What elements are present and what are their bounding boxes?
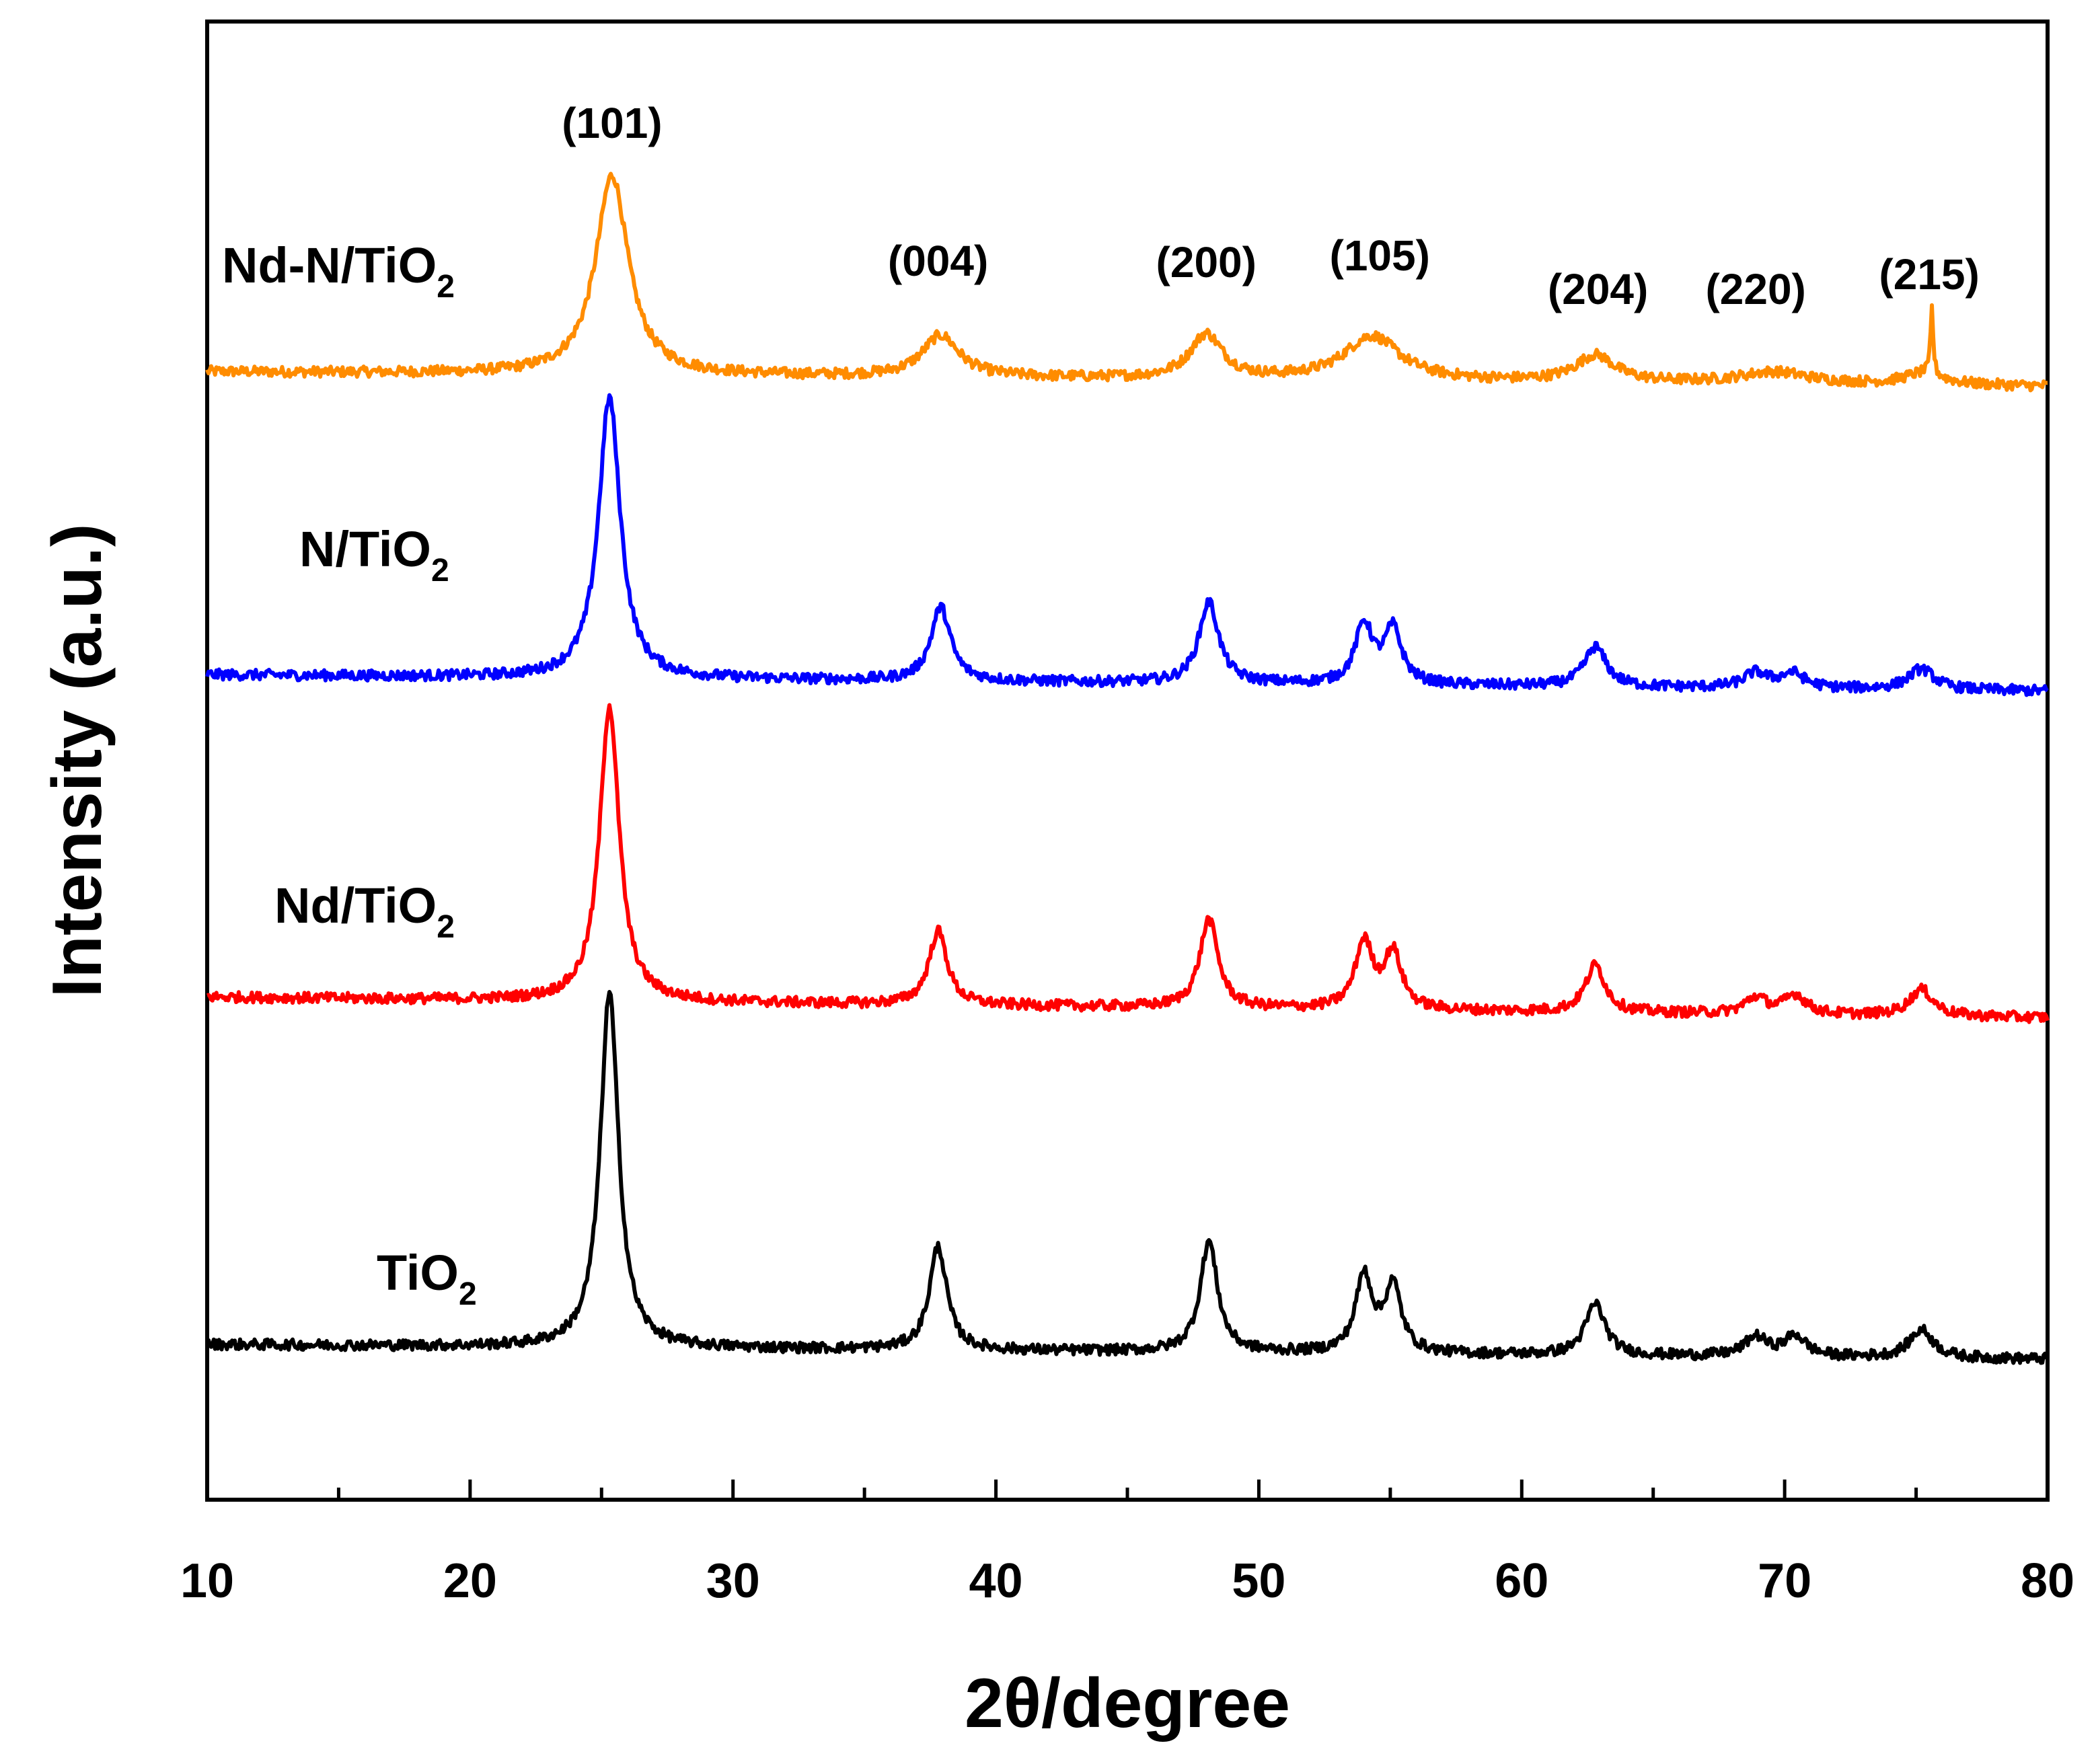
series-line-2 [207, 703, 2050, 1024]
series-labels: Nd-N/TiO2 N/TiO2 Nd/TiO2 TiO2 [222, 237, 477, 1312]
x-tick-label: 10 [180, 1554, 234, 1608]
peak-labels: (101) (004) (200) (105) (204) (220) (215) [562, 99, 1980, 313]
x-tick-label: 20 [443, 1554, 497, 1608]
x-axis-ticks [205, 1480, 2050, 1500]
x-tick-label: 30 [706, 1554, 760, 1608]
peak-label: (204) [1548, 265, 1648, 313]
series-label: Nd-N/TiO2 [222, 237, 455, 305]
plot-frame [205, 20, 2050, 1502]
x-axis-tick-labels: 10 20 30 40 50 60 70 80 [180, 1554, 2074, 1608]
peak-label: (105) [1330, 231, 1430, 280]
peak-label: (101) [562, 99, 662, 147]
x-tick-label: 70 [1758, 1554, 1811, 1608]
series-line-3 [205, 990, 2049, 1365]
series-label: N/TiO2 [299, 521, 449, 588]
x-axis-title: 2θ/degree [965, 1664, 1290, 1742]
series-label: Nd/TiO2 [274, 878, 455, 945]
series-label: TiO2 [377, 1245, 477, 1312]
peak-label: (215) [1879, 250, 1979, 299]
series-line-0 [205, 171, 2048, 393]
y-axis-title: Intensity (a.u.) [38, 524, 116, 998]
peak-label: (220) [1705, 265, 1805, 313]
peak-label: (004) [888, 237, 988, 285]
x-tick-label: 50 [1232, 1554, 1285, 1608]
x-tick-label: 40 [969, 1554, 1023, 1608]
series-lines [205, 171, 2050, 1365]
series-line-1 [205, 393, 2049, 697]
peak-label: (200) [1156, 238, 1257, 286]
x-tick-label: 60 [1495, 1554, 1548, 1608]
x-tick-label: 80 [2021, 1554, 2074, 1608]
